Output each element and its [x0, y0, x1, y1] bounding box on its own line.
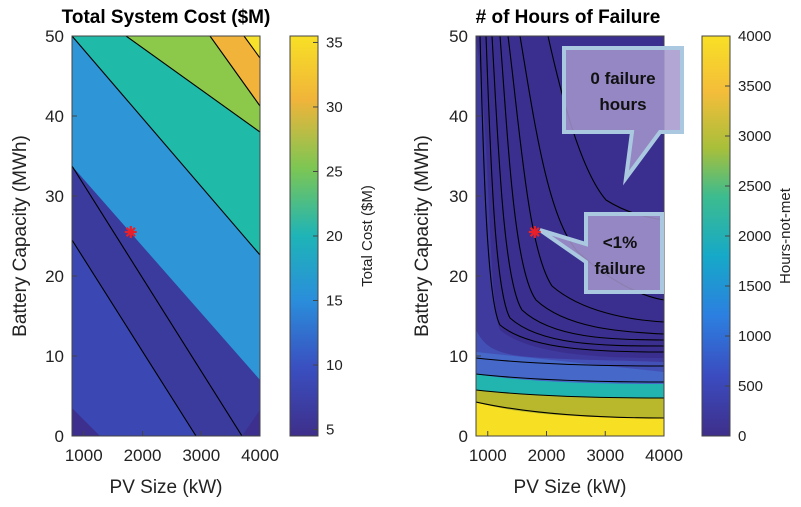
failure-contour-line-4 — [499, 36, 664, 335]
failure-band-6 — [476, 402, 664, 436]
failure-contour-line-10 — [476, 389, 664, 399]
cost-contour-line-30 — [209, 36, 260, 107]
failure-contour-line-1 — [479, 36, 664, 353]
cost-contour-line-15 — [72, 165, 243, 436]
failure-contour-line-8 — [476, 357, 664, 367]
failure-colorbar-ticks: 0 500 1000 1500 2000 2500 3000 3500 4000 — [725, 28, 771, 445]
cost-y-ticks: 0 10 20 30 40 50 — [45, 27, 77, 446]
cost-y-tick-label: 20 — [45, 267, 64, 286]
failure-x-tick-label: 1000 — [469, 446, 507, 465]
cost-colorbar-tick-label: 15 — [326, 293, 343, 310]
cost-y-tick-label: 50 — [45, 27, 64, 46]
failure-x-label: PV Size (kW) — [514, 477, 627, 498]
cost-x-tick-label: 2000 — [124, 446, 162, 465]
failure-colorbar-tick-label: 4000 — [738, 28, 771, 45]
failure-y-tick-label: 40 — [449, 107, 468, 126]
failure-y-tick-label: 10 — [449, 347, 468, 366]
cost-contour-line-10 — [72, 239, 197, 436]
cost-colorbar-tick-label: 5 — [326, 422, 334, 439]
cost-x-ticks: 1000 2000 3000 4000 — [65, 431, 279, 465]
cost-colorbar-ticks: 5 10 15 20 25 30 35 — [313, 34, 343, 439]
failure-contour-line-5 — [507, 36, 664, 323]
cost-colorbar-tick-label: 25 — [326, 163, 343, 180]
failure-x-tick-label: 4000 — [645, 446, 683, 465]
cost-chart: Total System Cost ($M) 1000 2000 3000 4000 — [10, 7, 376, 498]
failure-colorbar-tick-label: 1500 — [738, 278, 771, 295]
cost-contour-line-20 — [72, 36, 260, 256]
failure-x-ticks: 1000 2000 3000 4000 — [469, 431, 683, 465]
cost-contour-line-35 — [243, 36, 260, 59]
cost-colorbar-tick-label: 35 — [326, 34, 343, 51]
failure-contour-line-2 — [485, 36, 664, 347]
failure-y-tick-label: 30 — [449, 187, 468, 206]
cost-y-tick-label: 10 — [45, 347, 64, 366]
cost-plot-frame — [71, 35, 261, 437]
callout-zero-failure-line-1: 0 failure — [590, 69, 655, 88]
failure-marker-stroke — [529, 227, 540, 237]
failure-marker — [528, 226, 541, 238]
failure-y-label: Battery Capacity (MWh) — [412, 135, 433, 337]
cost-contour-fill — [72, 36, 260, 436]
failure-colorbar-tick-label: 3500 — [738, 78, 771, 95]
failure-colorbar-tick-label: 2000 — [738, 228, 771, 245]
cost-x-label: PV Size (kW) — [110, 477, 223, 498]
failure-colorbar-tick-label: 3000 — [738, 128, 771, 145]
failure-y-tick-label: 0 — [459, 427, 468, 446]
cost-band-2 — [72, 166, 260, 436]
callout-low-failure-line-2: failure — [594, 259, 645, 278]
callout-low-failure-line-1: <1% — [603, 233, 638, 252]
cost-colorbar-tick-label: 30 — [326, 99, 343, 116]
cost-marker — [124, 226, 137, 238]
failure-chart: # of Hours of Failure 0 — [412, 7, 794, 498]
cost-colorbar-label: Total Cost ($M) — [359, 185, 376, 287]
failure-contour-line-11 — [476, 401, 664, 419]
cost-contour-line-25 — [125, 36, 260, 133]
callout-zero-failure-box — [562, 46, 684, 186]
cost-x-tick-label: 4000 — [241, 446, 279, 465]
cost-y-tick-label: 0 — [55, 427, 64, 446]
cost-chart-title: Total System Cost ($M) — [62, 7, 271, 28]
cost-marker-stroke — [125, 227, 136, 237]
cost-x-tick-label: 3000 — [182, 446, 220, 465]
cost-y-tick-label: 30 — [45, 187, 64, 206]
failure-contour-line-3 — [491, 36, 664, 341]
failure-contour-line-9 — [476, 373, 664, 383]
failure-x-tick-label: 2000 — [528, 446, 566, 465]
failure-chart-title: # of Hours of Failure — [476, 7, 661, 28]
failure-colorbar-label: Hours-not-met — [777, 187, 794, 284]
failure-colorbar-tick-label: 1000 — [738, 328, 771, 345]
cost-contour-lines — [72, 36, 260, 436]
failure-y-tick-label: 50 — [449, 27, 468, 46]
cost-colorbar-tick-label: 20 — [326, 228, 343, 245]
cost-y-tick-label: 40 — [45, 107, 64, 126]
failure-x-tick-label: 3000 — [586, 446, 624, 465]
failure-y-tick-label: 20 — [449, 267, 468, 286]
cost-band-0b — [72, 408, 100, 436]
failure-y-ticks: 0 10 20 30 40 50 — [449, 27, 481, 446]
callout-zero-failure: 0 failure hours — [562, 46, 684, 186]
failure-colorbar-tick-label: 0 — [738, 428, 746, 445]
callout-low-failure-box — [538, 212, 664, 294]
cost-colorbar-tick-label: 10 — [326, 357, 343, 374]
cost-y-label: Battery Capacity (MWh) — [10, 135, 31, 337]
failure-colorbar-tick-label: 500 — [738, 378, 763, 395]
callout-low-failure: <1% failure — [538, 212, 664, 294]
cost-band-3 — [72, 36, 260, 380]
failure-colorbar-tick-label: 2500 — [738, 178, 771, 195]
cost-x-tick-label: 1000 — [65, 446, 103, 465]
callout-zero-failure-line-2: hours — [599, 95, 646, 114]
